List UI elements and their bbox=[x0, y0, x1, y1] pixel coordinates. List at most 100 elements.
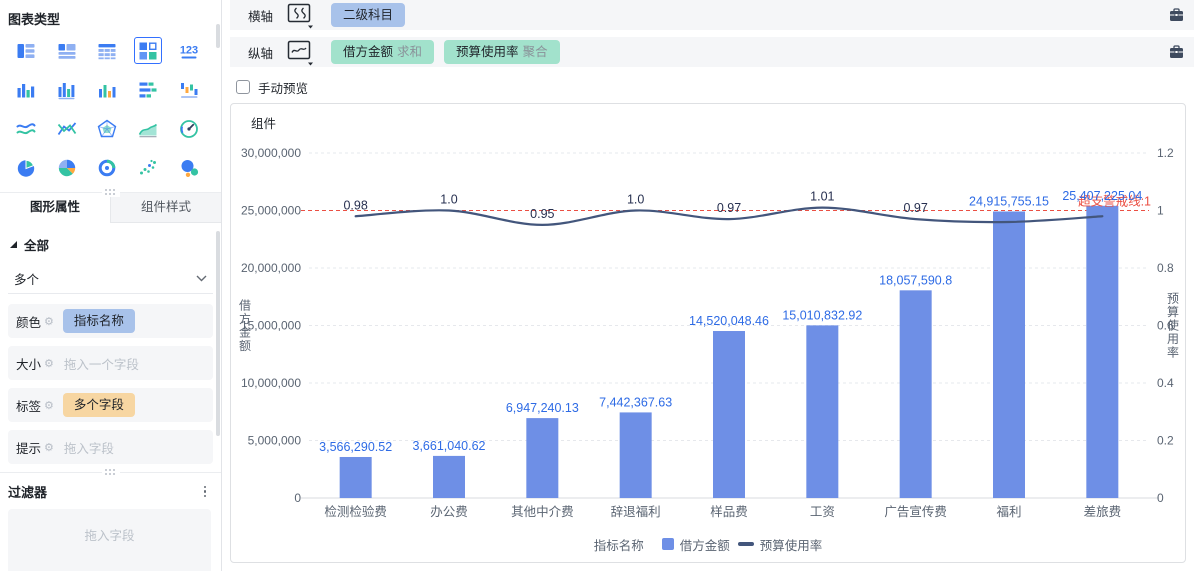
bar-0[interactable] bbox=[339, 456, 372, 498]
bar-value-label: 25,407,225.04 bbox=[1062, 189, 1142, 203]
properties-panel: 全部 多个 颜色 ⚙ 指标名称 大小 ⚙ 拖入一个字段 标签 ⚙ 多个字段 提示 ⚙ 拖入字段 bbox=[0, 223, 221, 464]
panel-resize-handle[interactable] bbox=[101, 189, 120, 197]
scrollbar-thumb[interactable] bbox=[216, 231, 220, 436]
bar-6[interactable] bbox=[899, 290, 932, 498]
prop-size-row: 大小 ⚙ 拖入一个字段 bbox=[8, 346, 213, 380]
flow-chart-option[interactable] bbox=[12, 115, 40, 142]
bar-4[interactable] bbox=[713, 331, 745, 498]
line-series[interactable] bbox=[354, 206, 1104, 226]
field-name: 二级科目 bbox=[343, 8, 394, 22]
field-pill[interactable]: 二级科目 bbox=[331, 3, 406, 27]
number-card-option[interactable]: 123 bbox=[175, 37, 203, 64]
chart-type-grid: 123 bbox=[0, 35, 221, 189]
prop-tooltip-row: 提示 ⚙ 拖入字段 bbox=[8, 430, 213, 464]
bar-chart-icon bbox=[17, 83, 35, 97]
gear-icon[interactable]: ⚙ bbox=[44, 357, 54, 370]
prop-color-field-pill[interactable]: 指标名称 bbox=[62, 309, 135, 333]
kebab-menu-icon[interactable] bbox=[201, 484, 210, 500]
x-axis-type-dropdown[interactable] bbox=[285, 2, 315, 29]
x-axis-category-label: 广告宣传费 bbox=[884, 504, 947, 519]
area-chart-option[interactable] bbox=[134, 115, 162, 142]
gear-icon[interactable]: ⚙ bbox=[44, 399, 54, 412]
tab-graph-properties[interactable]: 图形属性 bbox=[0, 193, 110, 223]
prop-color-row: 颜色 ⚙ 指标名称 bbox=[8, 304, 213, 338]
legend-item-label: 借方金额 bbox=[679, 538, 730, 553]
y-axis-label: 纵轴 bbox=[248, 46, 274, 61]
panel-resize-handle[interactable] bbox=[101, 469, 120, 477]
number-card-icon: 123 bbox=[180, 44, 198, 58]
bubble-chart-icon bbox=[181, 159, 198, 177]
gear-icon[interactable]: ⚙ bbox=[44, 315, 54, 328]
column-chart-option[interactable] bbox=[53, 76, 81, 103]
bar-value-label: 6,947,240.13 bbox=[506, 401, 579, 415]
table-cross-option[interactable] bbox=[93, 37, 121, 64]
bubble-chart-option[interactable] bbox=[175, 154, 203, 181]
bar-5[interactable] bbox=[806, 325, 839, 498]
axis-toolbox-icon[interactable] bbox=[1169, 45, 1184, 59]
line-chart-option[interactable] bbox=[53, 115, 81, 142]
left-axis-tick: 15,000,000 bbox=[241, 319, 301, 333]
table-summary-option[interactable] bbox=[53, 37, 81, 64]
bar-series[interactable] bbox=[339, 205, 1119, 499]
bar-value-label: 3,661,040.62 bbox=[413, 439, 486, 453]
bar-horizontal-option[interactable] bbox=[134, 76, 162, 103]
subgroup-multi[interactable]: 多个 bbox=[8, 264, 213, 294]
bar-7[interactable] bbox=[993, 211, 1025, 498]
table-summary-icon bbox=[58, 43, 76, 59]
combo-chart-canvas[interactable]: 30,000,00025,000,00020,000,00015,000,000… bbox=[231, 132, 1183, 532]
prop-size-placeholder[interactable]: 拖入一个字段 bbox=[63, 357, 139, 372]
legend-item-label: 预算使用率 bbox=[759, 538, 823, 553]
field-name: 预算使用率 bbox=[456, 45, 519, 59]
table-detail-option[interactable] bbox=[12, 37, 40, 64]
gear-icon[interactable]: ⚙ bbox=[44, 441, 54, 454]
x-axis-category-label: 辞退福利 bbox=[611, 504, 661, 519]
manual-preview-checkbox[interactable] bbox=[236, 80, 250, 94]
group-all-toggle[interactable]: 全部 bbox=[0, 231, 221, 264]
column-mixed-option[interactable] bbox=[93, 76, 121, 103]
prop-label-field-pill[interactable]: 多个字段 bbox=[62, 393, 135, 417]
bar-2[interactable] bbox=[526, 418, 559, 498]
filter-title: 过滤器 bbox=[8, 485, 48, 500]
scrollbar-thumb[interactable] bbox=[216, 24, 220, 48]
pie-rose-option[interactable] bbox=[53, 154, 81, 181]
y-axis-type-dropdown[interactable] bbox=[285, 39, 315, 66]
bar-value-label: 24,915,755.15 bbox=[969, 194, 1049, 208]
value-axis-icon bbox=[287, 40, 314, 65]
quadrant-option[interactable] bbox=[134, 37, 163, 64]
axis-toolbox-icon[interactable] bbox=[1169, 8, 1184, 22]
field-pill[interactable]: 预算使用率 聚合 bbox=[444, 40, 560, 64]
pie-chart-option[interactable] bbox=[12, 154, 40, 181]
legend-title: 指标名称 bbox=[593, 538, 644, 553]
chart-types-title: 图表类型 bbox=[8, 12, 61, 27]
bar-chart-option[interactable] bbox=[12, 76, 40, 103]
legend-item[interactable]: 借方金额 bbox=[661, 535, 730, 554]
bar-1[interactable] bbox=[433, 455, 465, 498]
bar-value-label: 3,566,290.52 bbox=[319, 440, 392, 454]
left-axis-tick: 30,000,000 bbox=[241, 146, 301, 160]
legend-item[interactable]: 预算使用率 bbox=[737, 535, 823, 554]
filter-drop-zone[interactable]: 拖入字段 bbox=[8, 509, 211, 571]
scatter-chart-option[interactable] bbox=[134, 154, 162, 181]
svg-text:123: 123 bbox=[180, 44, 198, 56]
pie-donut-option[interactable] bbox=[93, 154, 121, 181]
radar-chart-option[interactable] bbox=[93, 115, 121, 142]
bar-3[interactable] bbox=[619, 412, 652, 498]
manual-preview-toggle[interactable]: 手动预览 bbox=[230, 74, 1194, 100]
field-pill[interactable]: 借方金额 求和 bbox=[331, 40, 435, 64]
chart-preview-card: 组件 30,000,000 25,000,000 20,000,000 15,000,… bbox=[230, 103, 1186, 563]
gauge-chart-option[interactable] bbox=[175, 115, 203, 142]
bar-value-label: 15,010,832.92 bbox=[782, 308, 862, 322]
bar-8[interactable] bbox=[1086, 205, 1119, 499]
bar-range-option[interactable] bbox=[175, 76, 203, 103]
prop-color-label: 颜色 bbox=[16, 315, 42, 330]
chart-title: 组件 bbox=[251, 117, 277, 131]
prop-tooltip-placeholder[interactable]: 拖入字段 bbox=[63, 441, 114, 456]
x-axis-row: 横轴 二级科目 bbox=[230, 0, 1194, 30]
prop-label-row: 标签 ⚙ 多个字段 bbox=[8, 388, 213, 422]
prop-label-label: 标签 bbox=[16, 399, 42, 414]
left-axis-tick: 10,000,000 bbox=[241, 376, 301, 390]
tab-component-style[interactable]: 组件样式 bbox=[110, 193, 221, 223]
right-axis-tick: 0.8 bbox=[1157, 261, 1174, 275]
x-axis-category-label: 差旅费 bbox=[1084, 505, 1122, 519]
scatter-chart-icon bbox=[140, 159, 157, 174]
